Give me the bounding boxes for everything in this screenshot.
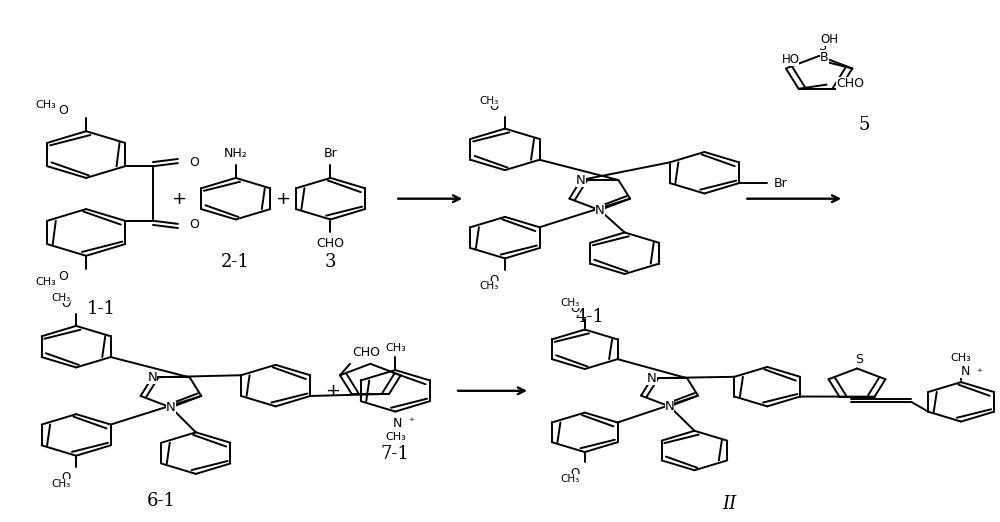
Text: N: N: [595, 204, 605, 217]
Text: CHO: CHO: [352, 346, 380, 359]
Text: II: II: [722, 495, 736, 513]
Text: O: O: [490, 274, 499, 287]
Text: O: O: [58, 270, 68, 283]
Text: S: S: [818, 40, 826, 53]
Text: N: N: [647, 372, 657, 385]
Text: CH₃: CH₃: [951, 353, 971, 363]
Text: S: S: [855, 353, 863, 366]
Text: CH₃: CH₃: [35, 277, 56, 287]
Text: N: N: [147, 371, 157, 384]
Text: 2-1: 2-1: [221, 253, 250, 271]
Text: O: O: [571, 302, 580, 315]
Text: O: O: [189, 156, 199, 169]
Text: CH₃: CH₃: [51, 293, 70, 303]
Text: N: N: [665, 400, 674, 413]
Text: Br: Br: [324, 147, 337, 160]
Text: 4-1: 4-1: [575, 308, 604, 326]
Text: OH: OH: [820, 32, 838, 45]
Text: O: O: [189, 218, 199, 231]
Text: 1-1: 1-1: [87, 300, 116, 318]
Text: NH₂: NH₂: [224, 147, 248, 160]
Text: HO: HO: [781, 53, 799, 66]
Text: CHO: CHO: [316, 237, 344, 250]
Text: N: N: [576, 173, 586, 186]
Text: ⁺: ⁺: [976, 368, 982, 378]
Text: CH₃: CH₃: [480, 281, 499, 291]
Text: CH₃: CH₃: [385, 432, 406, 442]
Text: 3: 3: [325, 253, 336, 271]
Text: CH₃: CH₃: [51, 479, 70, 489]
Text: +: +: [325, 382, 340, 400]
Text: CH₃: CH₃: [561, 474, 580, 484]
Text: CH₃: CH₃: [561, 298, 580, 308]
Text: CH₃: CH₃: [35, 100, 56, 110]
Text: +: +: [275, 189, 290, 208]
Text: O: O: [571, 467, 580, 480]
Text: 7-1: 7-1: [381, 445, 410, 464]
Text: S: S: [368, 348, 376, 361]
Text: O: O: [61, 298, 70, 310]
Text: B: B: [820, 51, 829, 64]
Text: CH₃: CH₃: [480, 96, 499, 106]
Text: O: O: [490, 100, 499, 113]
Text: O: O: [58, 104, 68, 116]
Text: 5: 5: [858, 115, 870, 134]
Text: +: +: [171, 189, 186, 208]
Text: 6-1: 6-1: [146, 492, 175, 510]
Text: O: O: [61, 471, 70, 484]
Text: ⁺: ⁺: [408, 417, 414, 427]
Text: CHO: CHO: [836, 77, 864, 90]
Text: N: N: [960, 365, 970, 378]
Text: N: N: [393, 417, 402, 430]
Text: N: N: [166, 401, 176, 414]
Text: Br: Br: [774, 176, 788, 189]
Text: CH₃: CH₃: [385, 343, 406, 353]
